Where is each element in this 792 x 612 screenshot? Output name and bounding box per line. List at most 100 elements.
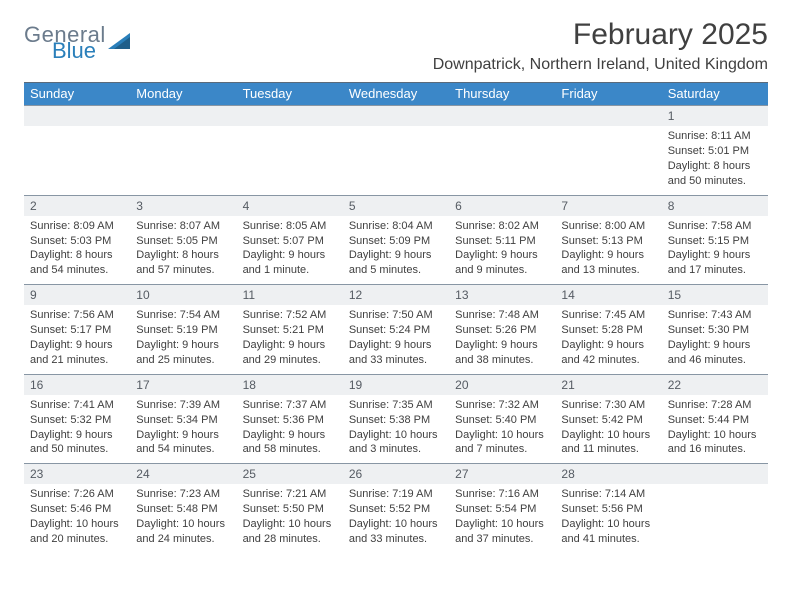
- sunrise-line: Sunrise: 7:16 AM: [455, 487, 549, 502]
- weekday-header-row: Sunday Monday Tuesday Wednesday Thursday…: [24, 83, 768, 105]
- daylight-line: Daylight: 9 hours and 5 minutes.: [349, 248, 443, 278]
- day-number: 4: [237, 195, 343, 216]
- sunset-line: Sunset: 5:13 PM: [561, 234, 655, 249]
- sunset-line: Sunset: 5:36 PM: [243, 413, 337, 428]
- day-number: 12: [343, 284, 449, 305]
- daylight-line: Daylight: 9 hours and 58 minutes.: [243, 428, 337, 458]
- daylight-line: Daylight: 9 hours and 25 minutes.: [136, 338, 230, 368]
- calendar-cell: 9Sunrise: 7:56 AMSunset: 5:17 PMDaylight…: [24, 284, 130, 374]
- day-number: 28: [555, 463, 661, 484]
- daylight-line: Daylight: 9 hours and 1 minute.: [243, 248, 337, 278]
- sunrise-line: Sunrise: 8:05 AM: [243, 219, 337, 234]
- calendar-cell: 12Sunrise: 7:50 AMSunset: 5:24 PMDayligh…: [343, 284, 449, 374]
- daylight-line: Daylight: 9 hours and 54 minutes.: [136, 428, 230, 458]
- sunset-line: Sunset: 5:24 PM: [349, 323, 443, 338]
- sunrise-line: Sunrise: 7:21 AM: [243, 487, 337, 502]
- calendar-cell: 28 Sunrise: 7:14 AMSunset: 5:56 PMDayligh…: [555, 463, 661, 553]
- daylight-line: Daylight: 9 hours and 38 minutes.: [455, 338, 549, 368]
- day-number: 15: [662, 284, 768, 305]
- location-subtitle: Downpatrick, Northern Ireland, United Ki…: [433, 56, 768, 74]
- day-number: 23: [24, 463, 130, 484]
- sunrise-line: Sunrise: 7:23 AM: [136, 487, 230, 502]
- sunset-line: Sunset: 5:21 PM: [243, 323, 337, 338]
- daylight-line: Daylight: 10 hours and 11 minutes.: [561, 428, 655, 458]
- day-number: 16: [24, 374, 130, 395]
- calendar-cell: 19Sunrise: 7:35 AMSunset: 5:38 PMDayligh…: [343, 374, 449, 464]
- calendar-cell: 27Sunrise: 7:16 AMSunset: 5:54 PMDayligh…: [449, 463, 555, 553]
- calendar-cell: 23 Sunrise: 7:26 AMSunset: 5:46 PMDayligh…: [24, 463, 130, 553]
- day-number: [555, 105, 661, 126]
- sunset-line: Sunset: 5:07 PM: [243, 234, 337, 249]
- calendar-cell: 24Sunrise: 7:23 AMSunset: 5:48 PMDayligh…: [130, 463, 236, 553]
- sunrise-line: Sunrise: 7:45 AM: [561, 308, 655, 323]
- daylight-line: Daylight: 10 hours and 41 minutes.: [561, 517, 655, 547]
- sunset-line: Sunset: 5:34 PM: [136, 413, 230, 428]
- page-title: February 2025: [433, 18, 768, 52]
- day-number: 6: [449, 195, 555, 216]
- sunrise-line: Sunrise: 7:54 AM: [136, 308, 230, 323]
- sunrise-line: Sunrise: 7:39 AM: [136, 398, 230, 413]
- weekday-label: Tuesday: [237, 83, 343, 105]
- calendar-cell: 6Sunrise: 8:02 AMSunset: 5:11 PMDaylight…: [449, 195, 555, 285]
- sunset-line: Sunset: 5:56 PM: [561, 502, 655, 517]
- day-number: 14: [555, 284, 661, 305]
- sunset-line: Sunset: 5:05 PM: [136, 234, 230, 249]
- logo-word2: Blue: [52, 40, 106, 62]
- day-number: 8: [662, 195, 768, 216]
- day-number: 9: [24, 284, 130, 305]
- sunset-line: Sunset: 5:46 PM: [30, 502, 124, 517]
- day-number: 5: [343, 195, 449, 216]
- day-number: 25: [237, 463, 343, 484]
- calendar-cell: 1Sunrise: 8:11 AMSunset: 5:01 PMDaylight…: [662, 105, 768, 195]
- sunrise-line: Sunrise: 7:50 AM: [349, 308, 443, 323]
- calendar-cell: 13Sunrise: 7:48 AMSunset: 5:26 PMDayligh…: [449, 284, 555, 374]
- calendar-cell: 4 Sunrise: 8:05 AMSunset: 5:07 PMDaylight…: [237, 195, 343, 285]
- day-number: 24: [130, 463, 236, 484]
- sunrise-line: Sunrise: 7:14 AM: [561, 487, 655, 502]
- day-number: 2: [24, 195, 130, 216]
- sunset-line: Sunset: 5:54 PM: [455, 502, 549, 517]
- daylight-line: Daylight: 9 hours and 46 minutes.: [668, 338, 762, 368]
- daylight-line: Daylight: 10 hours and 3 minutes.: [349, 428, 443, 458]
- sunset-line: Sunset: 5:09 PM: [349, 234, 443, 249]
- daylight-line: Daylight: 9 hours and 50 minutes.: [30, 428, 124, 458]
- day-number: 17: [130, 374, 236, 395]
- sunset-line: Sunset: 5:50 PM: [243, 502, 337, 517]
- daylight-line: Daylight: 10 hours and 20 minutes.: [30, 517, 124, 547]
- logo: General Blue: [24, 24, 134, 62]
- day-number: 19: [343, 374, 449, 395]
- calendar-cell: 22Sunrise: 7:28 AMSunset: 5:44 PMDayligh…: [662, 374, 768, 464]
- day-number: [449, 105, 555, 126]
- sunrise-line: Sunrise: 8:09 AM: [30, 219, 124, 234]
- sunrise-line: Sunrise: 7:52 AM: [243, 308, 337, 323]
- calendar-cell: [343, 105, 449, 195]
- daylight-line: Daylight: 8 hours and 54 minutes.: [30, 248, 124, 278]
- day-number: [237, 105, 343, 126]
- sunset-line: Sunset: 5:40 PM: [455, 413, 549, 428]
- sunrise-line: Sunrise: 8:02 AM: [455, 219, 549, 234]
- sunrise-line: Sunrise: 8:07 AM: [136, 219, 230, 234]
- calendar-cell: 8Sunrise: 7:58 AMSunset: 5:15 PMDaylight…: [662, 195, 768, 285]
- sunrise-line: Sunrise: 7:19 AM: [349, 487, 443, 502]
- daylight-line: Daylight: 9 hours and 21 minutes.: [30, 338, 124, 368]
- calendar-cell: 16Sunrise: 7:41 AMSunset: 5:32 PMDayligh…: [24, 374, 130, 464]
- sunset-line: Sunset: 5:01 PM: [668, 144, 762, 159]
- sunrise-line: Sunrise: 7:26 AM: [30, 487, 124, 502]
- daylight-line: Daylight: 9 hours and 13 minutes.: [561, 248, 655, 278]
- day-number: [130, 105, 236, 126]
- day-number: [662, 463, 768, 484]
- sunset-line: Sunset: 5:11 PM: [455, 234, 549, 249]
- logo-triangle-icon: [108, 31, 134, 56]
- daylight-line: Daylight: 8 hours and 50 minutes.: [668, 159, 762, 189]
- calendar-cell: 21Sunrise: 7:30 AMSunset: 5:42 PMDayligh…: [555, 374, 661, 464]
- day-number: 3: [130, 195, 236, 216]
- calendar-cell: 17 Sunrise: 7:39 AMSunset: 5:34 PMDayligh…: [130, 374, 236, 464]
- sunrise-line: Sunrise: 7:43 AM: [668, 308, 762, 323]
- calendar-cell: [662, 463, 768, 553]
- day-number: 26: [343, 463, 449, 484]
- day-number: 27: [449, 463, 555, 484]
- header: General Blue February 2025 Downpatrick, …: [24, 18, 768, 74]
- calendar-cell: [130, 105, 236, 195]
- sunset-line: Sunset: 5:28 PM: [561, 323, 655, 338]
- day-number: 20: [449, 374, 555, 395]
